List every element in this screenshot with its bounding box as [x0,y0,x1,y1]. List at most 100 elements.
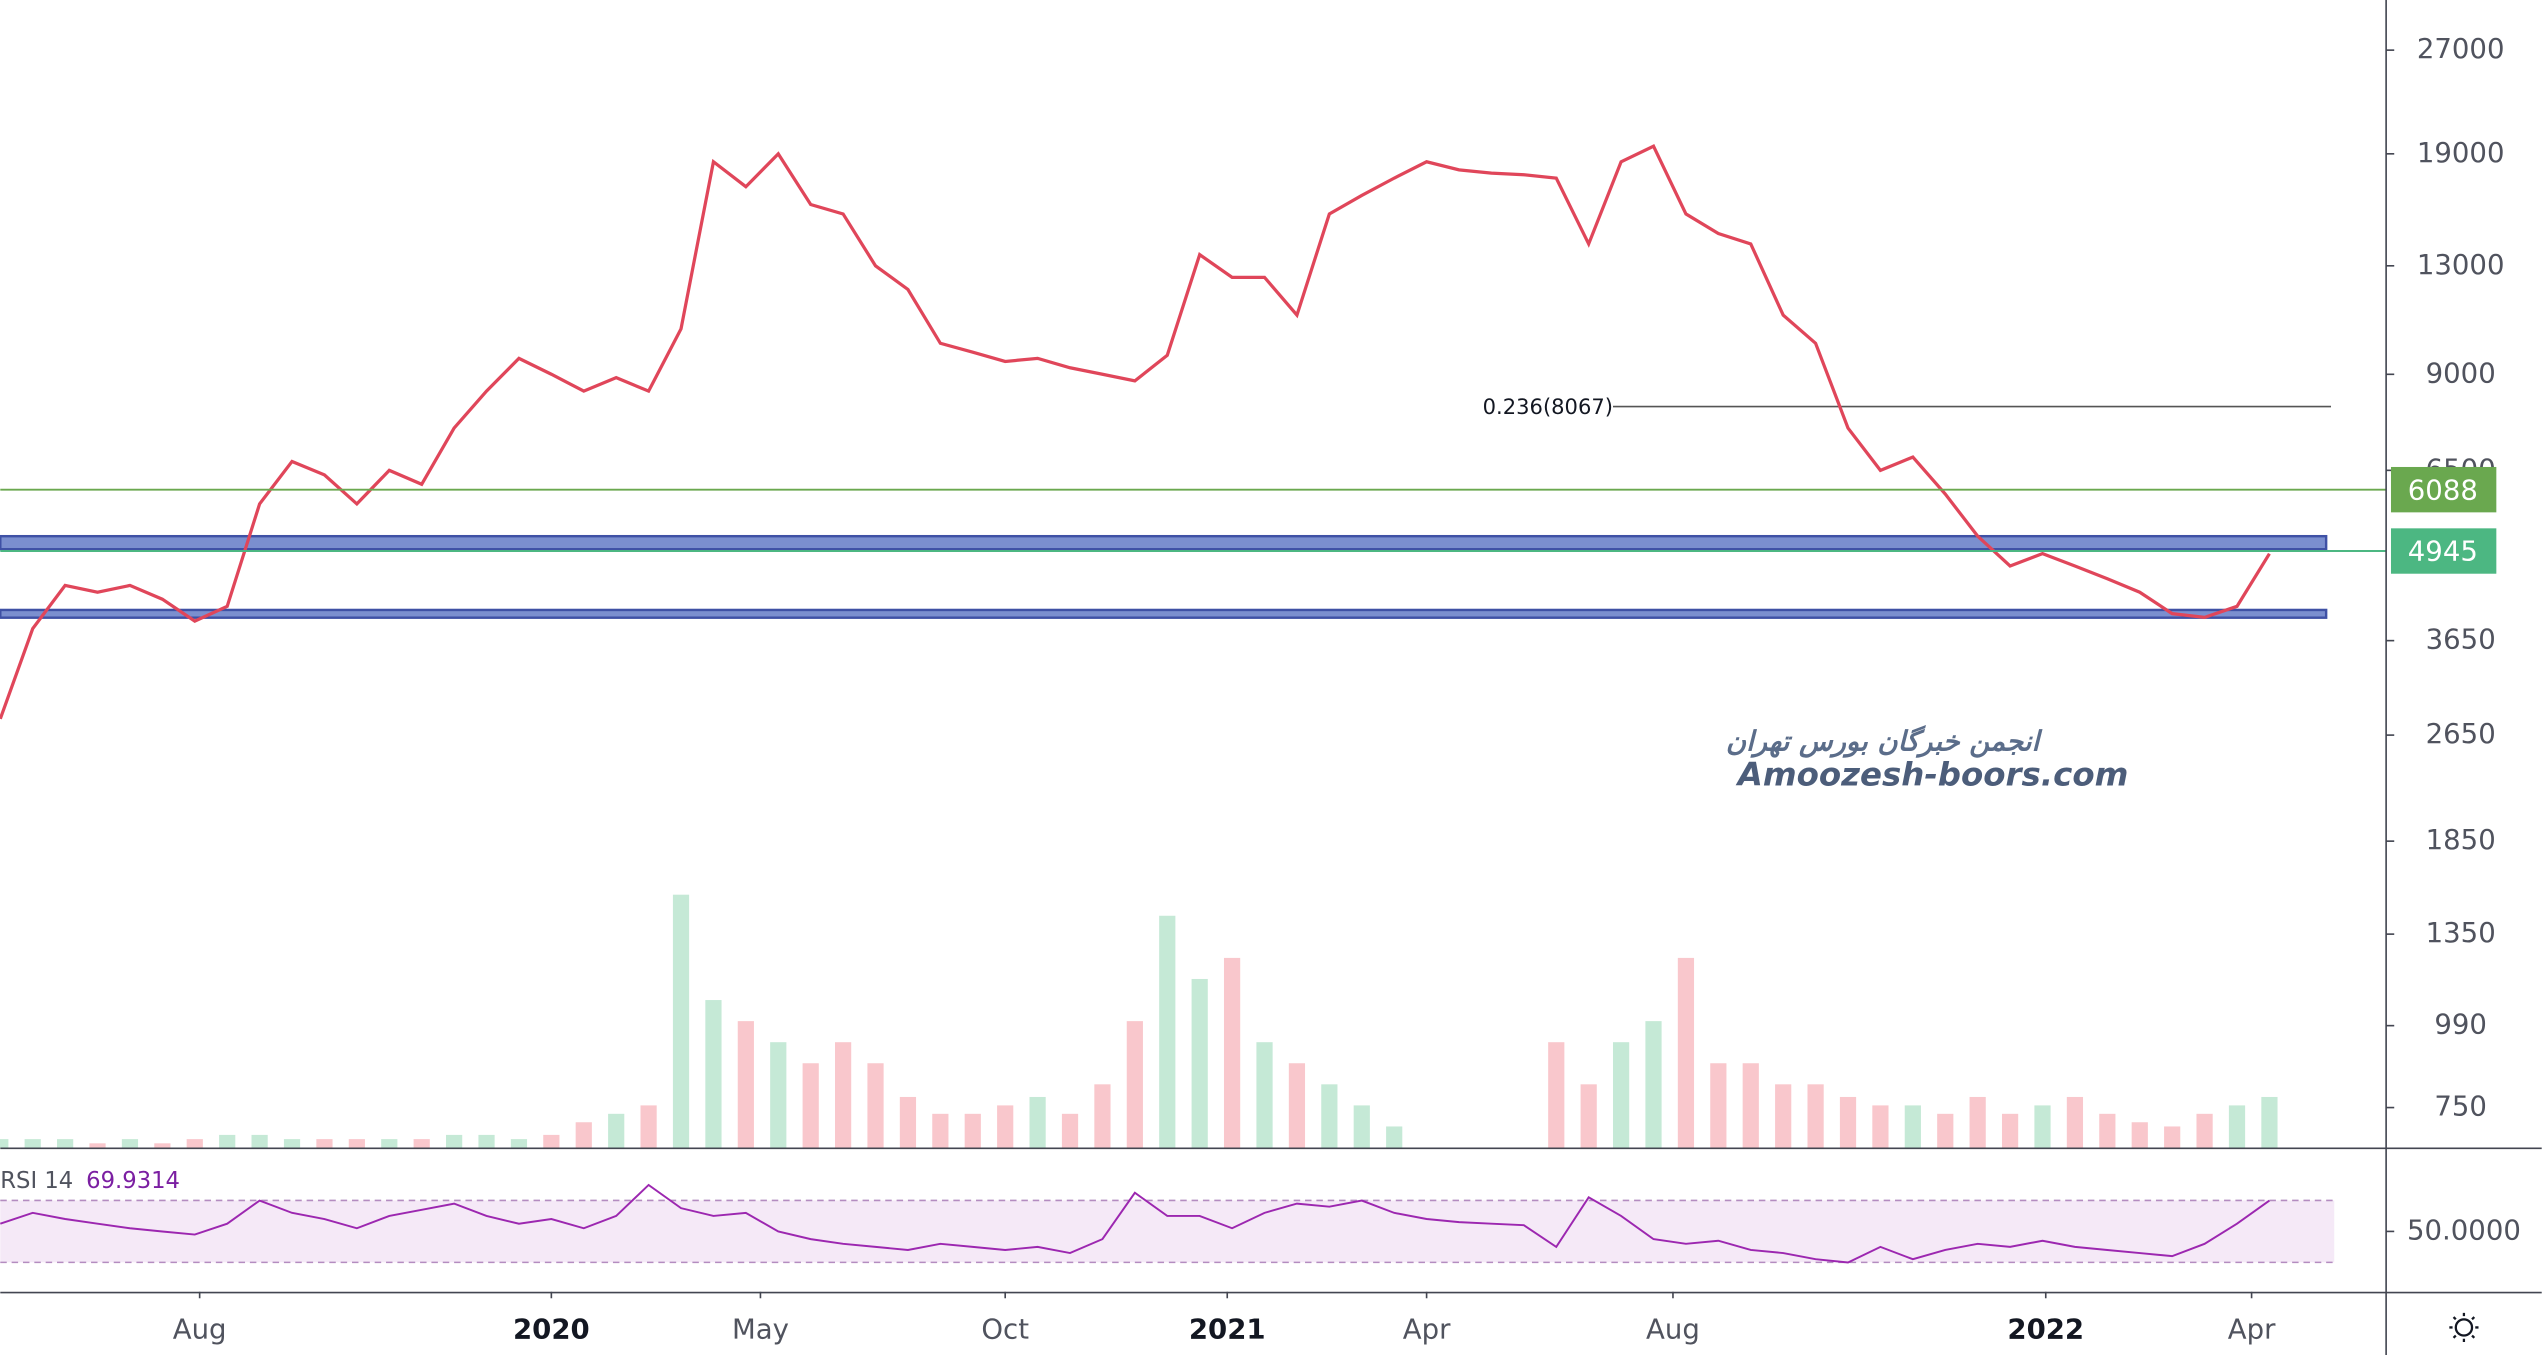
volume-bar [1159,915,1176,1148]
zone [0,608,2328,619]
x-tick-label: May [732,1314,789,1346]
volume-bar [219,1134,236,1148]
volume-bar [283,1139,301,1148]
volume-bar [1580,1084,1597,1148]
volume-bar [510,1139,528,1148]
volume-bar [1645,1021,1662,1148]
volume-bar [2228,1105,2246,1148]
x-tick-label: 2022 [2007,1314,2084,1346]
y-tick-label: 9000 [2426,357,2496,389]
volume-bar [1775,1084,1792,1148]
settings-icon[interactable] [2449,1312,2479,1343]
volume-bar [446,1134,463,1148]
x-tick-label: 2020 [513,1314,590,1346]
volume-bar [2099,1113,2116,1148]
y-tick-label: 27000 [2417,33,2505,65]
fib-label: 0.236(8067) [1483,394,1613,419]
x-tick-label: Apr [1403,1314,1451,1346]
volume-bar [867,1063,884,1148]
x-tick-label: Apr [2228,1314,2276,1346]
volume-bar [932,1113,949,1148]
volume-bar [997,1105,1014,1148]
volume-bar [186,1139,203,1148]
volume-bar [543,1134,560,1148]
volume-bar [381,1139,398,1148]
volume-bar [24,1139,41,1148]
volume-bar [2066,1096,2084,1148]
volume-bar [1548,1042,1565,1148]
volume-bar [899,1096,917,1148]
volume-bar [1321,1084,1338,1148]
x-tick-label: Oct [981,1314,1029,1346]
volume-bar [1386,1126,1403,1148]
volume-bar [770,1042,787,1148]
volume-bar [2131,1122,2148,1148]
volume-bar [1969,1096,1986,1148]
volume-bar [608,1113,625,1148]
volume-bar [478,1134,495,1148]
volume-bar [1288,1063,1306,1148]
volume-bar [1191,978,1208,1148]
volume-bar [835,1042,852,1148]
volume-bar [737,1021,754,1148]
volume-bar [413,1139,430,1148]
y-tick-label: 2650 [2426,718,2496,750]
volume-bar [1256,1042,1273,1148]
watermark: انجمن خبرگان بورس تهران [1726,724,2043,758]
level-box [2390,466,2497,513]
volume-bar [89,1143,106,1148]
x-tick-label: 2021 [1189,1314,1266,1346]
volume-bar [640,1105,657,1148]
volume-bar [348,1139,365,1148]
volume-bar [964,1113,981,1148]
volume-bar [1807,1084,1824,1148]
y-tick-label: 750 [2434,1091,2487,1123]
volume-bar [316,1139,333,1148]
watermark: Amoozesh-boors.com [1735,755,2129,793]
volume-bar [2164,1126,2181,1148]
volume-bar [1839,1096,1857,1148]
panes: 2700019000130009000650036502650185013509… [0,33,2521,1346]
volume-bar [0,1139,9,1148]
volume-bar [672,894,690,1148]
volume-bar [575,1122,592,1148]
y-tick-label: 13000 [2417,249,2505,281]
volume-bar [1872,1105,1889,1148]
volume-bar [1126,1021,1143,1148]
volume-bar [2261,1096,2278,1148]
volume-bar [121,1139,139,1148]
volume-bar [1612,1042,1630,1148]
volume-bar [1937,1113,1954,1148]
volume-bar [2034,1105,2051,1148]
x-tick-label: Aug [1646,1314,1700,1346]
y-tick-label: 1350 [2426,917,2496,949]
volume-bar [2196,1113,2213,1148]
rsi-label: RSI 14 [0,1168,73,1194]
zone [0,534,2328,551]
rsi-band [0,1200,2335,1263]
level-box [2390,528,2497,574]
volume-bar [1710,1063,1727,1148]
volume-bar [1677,957,1695,1148]
volume-bar [1904,1105,1921,1148]
volume-bar [705,1000,722,1148]
volume-bar [154,1143,171,1148]
level-label: 4945 [2408,536,2478,568]
volume-bar [251,1134,268,1148]
volume-bar [1029,1096,1046,1148]
y-tick-label: 3650 [2426,624,2496,656]
y-tick-label: 990 [2434,1009,2487,1041]
y-tick-label: 19000 [2417,137,2505,169]
volume-bar [802,1063,819,1148]
volume-bar [1353,1105,1370,1148]
x-tick-label: Aug [173,1314,227,1346]
volume-bar [1742,1063,1759,1148]
price-line [0,144,2271,720]
y-tick-label: 1850 [2426,824,2496,856]
rsi-value: 69.9314 [86,1168,180,1194]
level-label: 6088 [2408,474,2478,506]
volume-bar [57,1139,74,1148]
volume-bar [1223,957,1241,1148]
volume-bar [1094,1084,1111,1148]
